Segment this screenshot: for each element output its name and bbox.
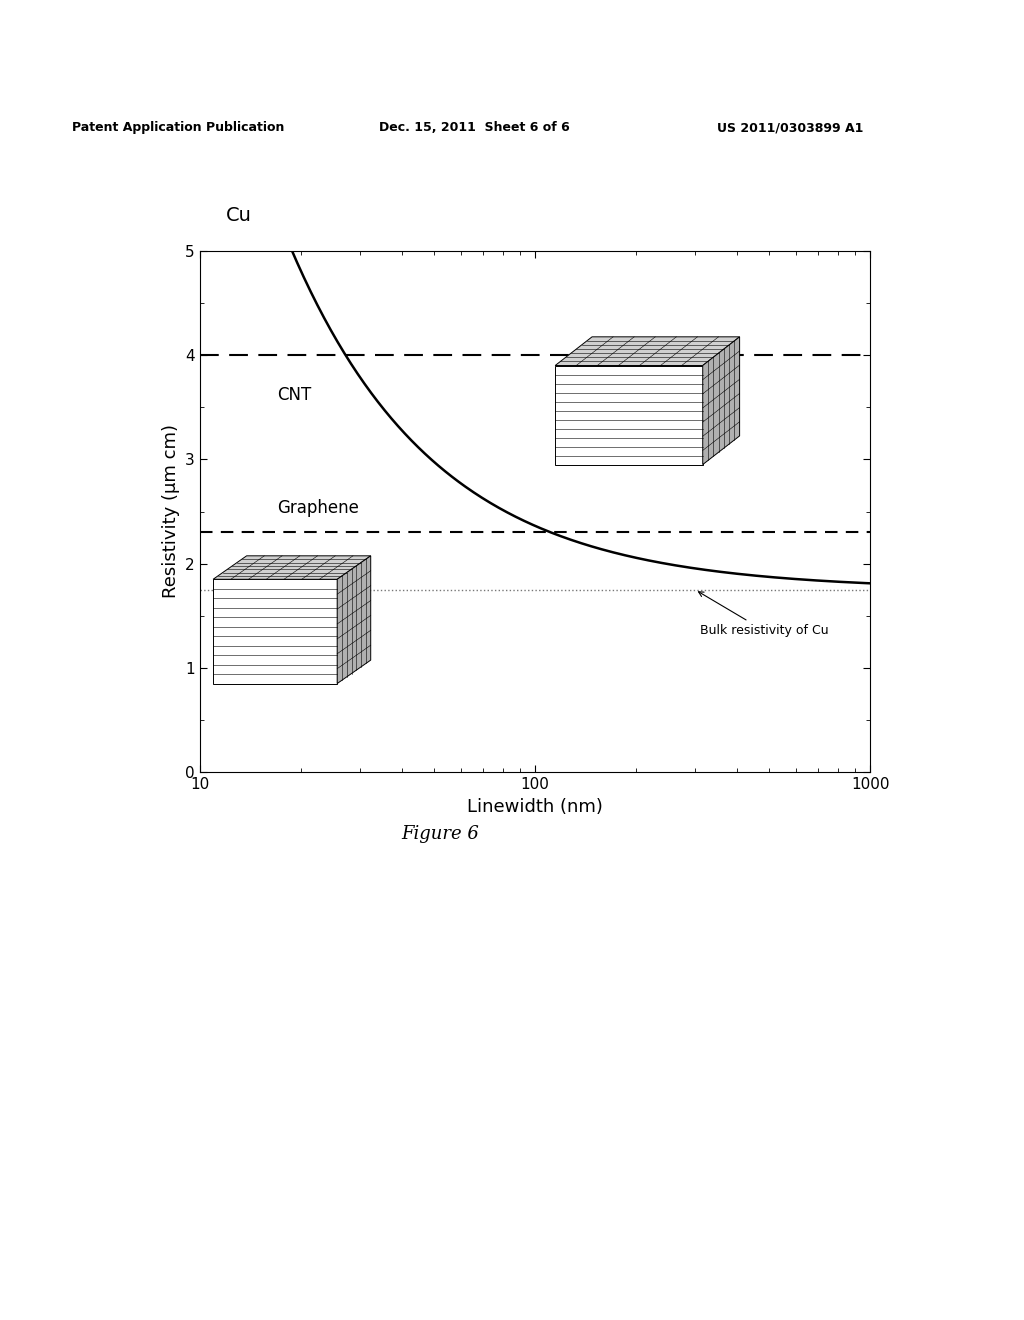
Polygon shape — [213, 579, 337, 684]
Text: Patent Application Publication: Patent Application Publication — [72, 121, 284, 135]
Text: US 2011/0303899 A1: US 2011/0303899 A1 — [717, 121, 863, 135]
X-axis label: Linewidth (nm): Linewidth (nm) — [467, 797, 603, 816]
Polygon shape — [702, 337, 739, 465]
Polygon shape — [555, 337, 739, 366]
Text: Figure 6: Figure 6 — [401, 825, 479, 843]
Text: Cu: Cu — [226, 206, 252, 224]
Polygon shape — [555, 366, 702, 465]
Polygon shape — [213, 556, 371, 579]
Polygon shape — [337, 556, 371, 684]
Text: Graphene: Graphene — [276, 499, 358, 517]
Text: Dec. 15, 2011  Sheet 6 of 6: Dec. 15, 2011 Sheet 6 of 6 — [379, 121, 569, 135]
Text: Bulk resistivity of Cu: Bulk resistivity of Cu — [698, 591, 828, 638]
Y-axis label: Resistivity (μm cm): Resistivity (μm cm) — [162, 425, 179, 598]
Text: CNT: CNT — [276, 385, 311, 404]
